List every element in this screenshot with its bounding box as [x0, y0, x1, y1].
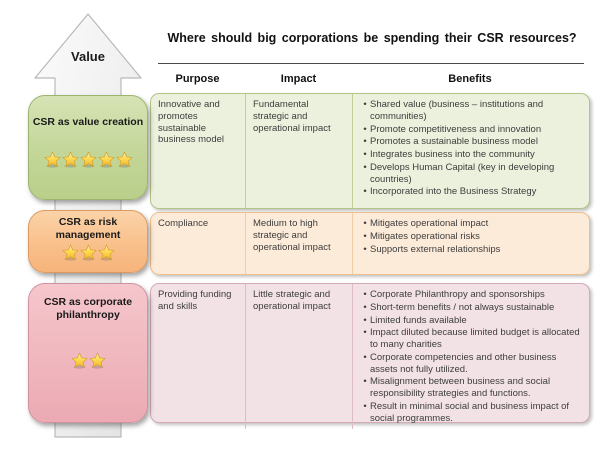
column-headers: Purpose Impact Benefits — [150, 73, 588, 85]
column-header-benefits: Benefits — [448, 73, 492, 85]
star-icon — [116, 151, 132, 168]
bullet-icon: • — [363, 301, 367, 313]
philanthropy-label: CSR as corporate philanthropy — [43, 296, 133, 322]
star-icon — [62, 151, 78, 168]
star-icon — [44, 151, 60, 168]
risk-management-star-rating — [62, 244, 115, 261]
philanthropy-row: Providing funding and skills Little stra… — [150, 283, 590, 430]
value-creation-star-rating — [44, 151, 133, 168]
benefit-item: • Shared value (business – institutions a… — [360, 99, 583, 123]
bullet-icon: • — [363, 161, 367, 173]
bullet-icon: • — [363, 243, 367, 255]
risk-management-benefits-list: • Mitigates operational impact • Mitigates … — [353, 213, 589, 274]
star-icon — [80, 151, 96, 168]
value-creation-label-box: CSR as value creation — [28, 95, 148, 200]
benefit-item: • Mitigates operational impact — [360, 218, 583, 230]
bullet-icon: • — [363, 186, 367, 198]
bullet-icon: • — [363, 99, 367, 110]
benefit-item: • Limited funds available — [360, 315, 583, 327]
value-creation-purpose: Innovative and promotes sustainable busi… — [151, 94, 246, 208]
bullet-icon: • — [363, 314, 367, 326]
bullet-icon: • — [363, 376, 367, 388]
benefit-item: • Promotes a sustainable business model — [360, 136, 583, 148]
benefit-item: • Mitigates operational risks — [360, 231, 583, 243]
benefit-item: • Corporate Philanthropy and sponsorships — [360, 289, 583, 301]
philanthropy-benefits-list: • Corporate Philanthropy and sponsorships… — [353, 284, 589, 429]
value-creation-row: Innovative and promotes sustainable busi… — [150, 93, 590, 209]
value-creation-label: CSR as value creation — [32, 116, 144, 128]
philanthropy-purpose: Providing funding and skills — [151, 284, 246, 430]
bullet-icon: • — [363, 289, 367, 300]
benefit-item: • Promote competitiveness and innovation — [360, 124, 583, 136]
star-icon — [71, 352, 87, 369]
bullet-icon: • — [363, 149, 367, 161]
risk-management-impact: Medium to high strategic and operational… — [246, 213, 353, 274]
benefit-item: • Supports external relationships — [360, 244, 583, 256]
value-creation-benefits-list: • Shared value (business – institutions a… — [353, 94, 589, 208]
philanthropy-impact: Little strategic and operational impact — [246, 284, 353, 430]
star-icon — [89, 352, 105, 369]
philanthropy-label-box: CSR as corporate philanthropy — [28, 283, 148, 423]
bullet-icon: • — [363, 123, 367, 135]
star-icon — [98, 151, 114, 168]
risk-management-label-box: CSR as risk management — [28, 210, 148, 273]
benefit-item: • Result in minimal social and business i… — [360, 401, 583, 425]
page-title: Where should big corporations be spendin… — [167, 31, 577, 45]
philanthropy-star-rating — [71, 352, 106, 369]
benefit-item: • Impact diluted because limited budget i… — [360, 327, 583, 351]
benefit-item: • Corporate competencies and other busine… — [360, 352, 583, 376]
column-header-impact: Impact — [280, 73, 317, 85]
title-underline — [158, 63, 584, 64]
risk-management-purpose: Compliance — [151, 213, 246, 274]
bullet-icon: • — [363, 400, 367, 412]
benefit-item: • Misalignment between business and socia… — [360, 376, 583, 400]
benefit-item: • Develops Human Capital (key in developi… — [360, 162, 583, 186]
bullet-icon: • — [363, 230, 367, 242]
star-icon — [98, 244, 114, 261]
bullet-icon: • — [363, 136, 367, 148]
value-creation-impact: Fundamental strategic and operational im… — [246, 94, 353, 208]
bullet-icon: • — [363, 218, 367, 229]
value-arrow-label: Value — [71, 49, 105, 64]
star-icon — [80, 244, 96, 261]
column-header-purpose: Purpose — [175, 73, 220, 85]
risk-management-row: Compliance Medium to high strategic and … — [150, 212, 590, 275]
bullet-icon: • — [363, 327, 367, 339]
benefit-item: • Short-term benefits / not always sustai… — [360, 302, 583, 314]
bullet-icon: • — [363, 351, 367, 363]
star-icon — [62, 244, 78, 261]
benefit-item: • Incorporated into the Business Strategy — [360, 186, 583, 198]
risk-management-label: CSR as risk management — [55, 216, 121, 242]
benefit-item: • Integrates business into the community — [360, 149, 583, 161]
